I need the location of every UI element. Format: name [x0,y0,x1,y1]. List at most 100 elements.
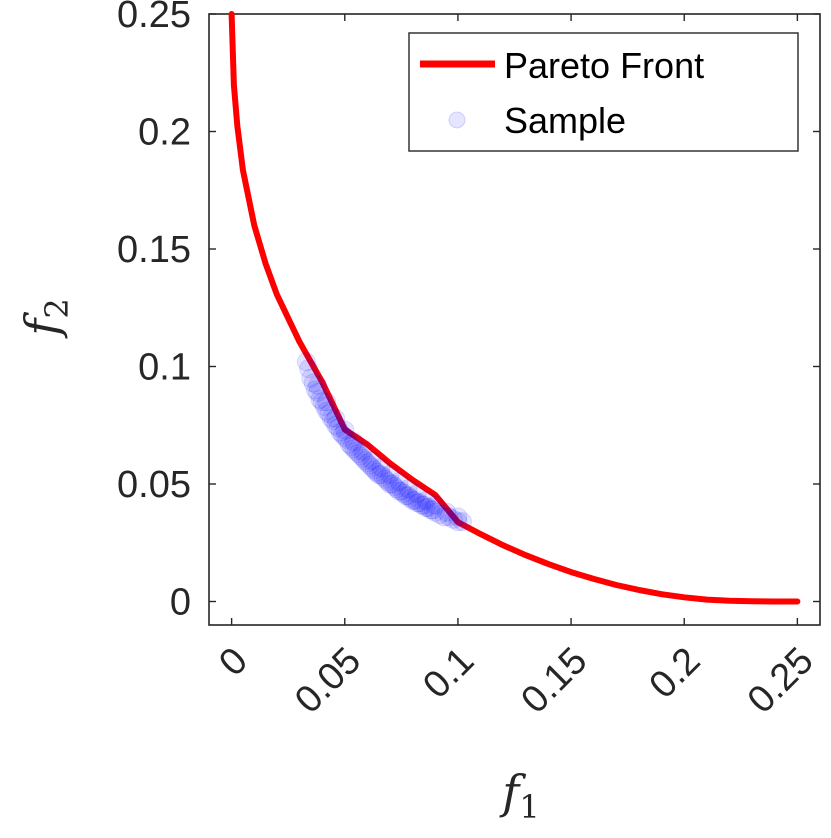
sample-point [394,483,414,503]
sample-point [412,495,432,515]
sample-point [423,500,443,520]
sample-point [303,373,323,393]
sample-point [416,498,436,517]
sample-point [362,458,382,477]
sample-point [299,359,319,379]
sample-point [324,411,343,431]
sample-point [430,505,450,524]
sample-point [305,380,325,400]
y-tick-label: 0.1 [138,347,191,389]
sample-point [317,401,337,421]
sample-point [335,420,355,440]
sample-point [382,474,402,494]
sample-point [364,460,384,480]
x-tick-label: 0.05 [287,640,369,722]
sample-point [425,502,445,522]
sample-point [326,408,346,428]
sample-point [348,444,368,463]
sample-point [421,500,441,520]
sample-point [373,467,393,487]
sample-point [296,352,316,372]
sample-point [301,368,321,388]
sample-point [337,429,357,449]
sample-point [396,486,416,506]
y-axis-label-sub: 2 [38,298,76,318]
y-tick-label: 0.25 [117,0,191,36]
data-layer [228,11,801,605]
legend: Pareto Front Sample [408,32,799,152]
sample-point [414,495,434,515]
sample-point [308,382,328,402]
sample-point [326,415,346,435]
sample-point [371,465,391,485]
sample-point [328,418,348,438]
sample-point [387,479,407,499]
sample-point [405,490,425,510]
series-line-pareto-front [228,11,801,605]
legend-swatch-sample [448,111,466,129]
sample-point [448,507,468,527]
sample-point [342,436,362,456]
sample-point [439,507,459,527]
sample-point [419,498,438,517]
x-tick-label: 0.15 [513,640,595,722]
sample-point [398,486,418,506]
sample-point [333,425,352,445]
sample-point [346,441,366,461]
x-axis-label: f1 [499,765,539,826]
y-tick-label: 0 [170,582,191,624]
sample-point [351,446,371,466]
sample-point [403,490,423,510]
sample-point [416,490,436,510]
sample-point [369,465,389,485]
sample-point [314,396,334,416]
sample-point [453,512,472,532]
y-tick-label: 0.05 [117,464,191,506]
sample-point [443,509,463,529]
legend-label-pareto-front: Pareto Front [504,45,704,86]
sample-point [407,483,427,503]
plot-frame [208,13,821,626]
sample-point [330,422,350,442]
y-axis-label: f2 [15,298,76,338]
sample-point [389,472,409,492]
y-axis-ticks: 0 0.05 0.1 0.15 0.2 0.25 [117,0,820,624]
sample-point [376,469,395,489]
x-tick-label: 0 [211,640,256,685]
sample-point [448,512,468,532]
x-tick-label: 0.2 [642,640,709,707]
sample-point [378,472,398,492]
sample-point [398,479,418,499]
axes [208,13,821,626]
sample-point [312,392,332,412]
sample-point [425,495,445,515]
sample-point [400,488,420,508]
sample-point [389,481,409,501]
sample-point [353,448,373,468]
x-tick-label: 0.25 [740,640,822,722]
sample-point [353,441,373,461]
sample-point [391,481,411,501]
sample-point [380,474,400,494]
sample-point [308,375,328,395]
legend-label-sample: Sample [504,100,626,141]
legend-box [408,32,799,152]
sample-point [310,389,330,409]
x-axis-label-sub: 1 [519,788,539,826]
y-tick-label: 0.15 [117,229,191,271]
sample-point [360,455,380,475]
sample-point [357,453,377,473]
sample-point [317,392,337,412]
sample-point [437,502,457,522]
sample-point [407,493,427,513]
y-tick-label: 0.2 [138,112,191,154]
sample-point [410,493,429,513]
sample-point [321,408,341,428]
sample-point [362,451,382,470]
sample-point [434,507,454,527]
sample-point [344,432,364,452]
sample-point [371,458,391,477]
sample-point [339,434,359,454]
sample-point [380,465,400,485]
